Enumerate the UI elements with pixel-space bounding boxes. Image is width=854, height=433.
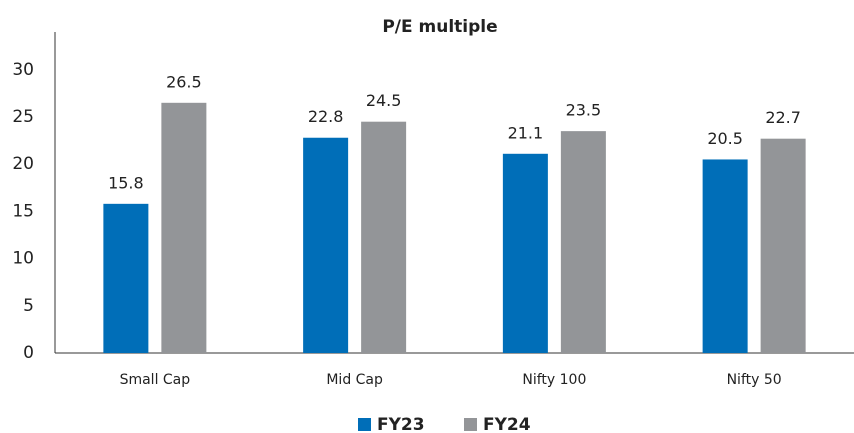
bar <box>103 203 149 353</box>
x-tick-label: Small Cap <box>120 372 191 388</box>
y-tick-label: 10 <box>12 249 34 269</box>
bar <box>702 159 748 353</box>
bar <box>760 138 806 353</box>
value-label: 23.5 <box>566 101 602 120</box>
y-tick-label: 15 <box>12 201 34 221</box>
bar <box>361 121 407 353</box>
value-label: 20.5 <box>707 129 743 148</box>
y-tick-label: 0 <box>23 343 34 363</box>
legend-label: FY24 <box>483 415 531 433</box>
value-label: 22.7 <box>765 108 801 127</box>
x-tick-label: Nifty 50 <box>727 372 782 388</box>
x-tick-label: Mid Cap <box>326 372 383 388</box>
y-tick-label: 20 <box>12 154 34 174</box>
value-label: 24.5 <box>366 91 402 110</box>
y-tick-label: 30 <box>12 60 34 80</box>
value-label: 22.8 <box>308 107 344 126</box>
bar <box>502 153 548 353</box>
bar <box>560 131 606 353</box>
legend-swatch <box>464 418 477 431</box>
legend-label: FY23 <box>377 415 425 433</box>
value-label: 15.8 <box>108 173 144 192</box>
chart-title: P/E multiple <box>382 17 497 37</box>
bar <box>161 102 207 353</box>
y-tick-label: 5 <box>23 296 34 316</box>
value-label: 21.1 <box>508 123 544 142</box>
value-label: 26.5 <box>166 72 202 91</box>
x-tick-label: Nifty 100 <box>522 372 586 388</box>
legend-swatch <box>358 418 371 431</box>
y-tick-label: 25 <box>12 107 34 127</box>
bar <box>303 137 349 353</box>
